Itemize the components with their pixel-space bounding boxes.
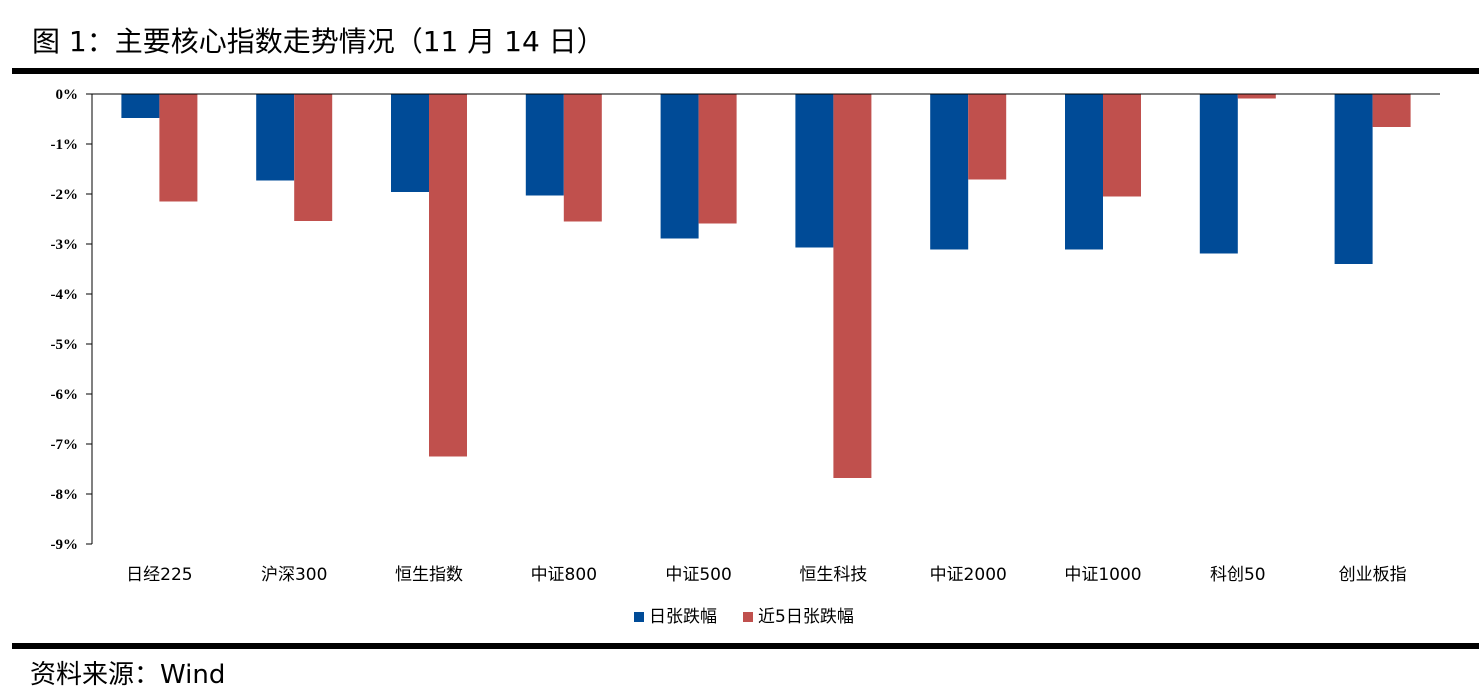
legend: 日张跌幅 近5日张跌幅 <box>634 607 854 627</box>
x-category-label: 恒生科技 <box>799 565 867 585</box>
bar-daily <box>1065 94 1103 250</box>
y-tick-label: -4% <box>51 287 79 303</box>
x-category-label: 中证800 <box>531 565 597 585</box>
figure-title: 图 1：主要核心指数走势情况（11 月 14 日） <box>32 25 605 58</box>
x-category-label: 中证2000 <box>930 565 1007 585</box>
y-tick-label: -2% <box>51 187 79 203</box>
bar-five-day <box>1372 94 1411 127</box>
x-category-label: 中证1000 <box>1064 565 1141 585</box>
bar-five-day <box>698 94 737 224</box>
x-category-label: 科创50 <box>1210 565 1266 585</box>
bar-five-day <box>429 94 467 457</box>
bar-daily <box>1334 94 1373 264</box>
y-tick-label: -1% <box>51 137 79 153</box>
y-tick-label: -7% <box>51 437 79 453</box>
x-category-label: 日经225 <box>126 565 192 585</box>
bar-daily <box>930 94 969 250</box>
bar-daily <box>660 94 699 239</box>
bar-five-day <box>1103 94 1141 197</box>
source-note: 资料来源：Wind <box>30 660 226 690</box>
bar-five-day <box>833 94 872 478</box>
y-tick-label: -3% <box>51 237 79 253</box>
y-tick-label: -9% <box>51 537 79 553</box>
legend-swatch <box>743 612 753 622</box>
legend-label: 近5日张跌幅 <box>758 607 854 627</box>
x-category-label: 沪深300 <box>261 565 327 585</box>
x-category-label: 中证500 <box>665 565 731 585</box>
bar-daily <box>256 94 295 181</box>
y-tick-label: -5% <box>51 337 79 353</box>
y-tick-label: -6% <box>51 387 79 403</box>
bottom-rule <box>12 643 1479 649</box>
bar-five-day <box>294 94 333 221</box>
bar-daily <box>1199 94 1238 254</box>
y-tick-label: 0% <box>56 87 79 103</box>
bar-daily <box>525 94 564 196</box>
bars-group <box>121 94 1411 478</box>
legend-label: 日张跌幅 <box>649 607 717 627</box>
bar-five-day <box>563 94 602 222</box>
top-rule <box>12 68 1479 74</box>
x-category-label: 创业板指 <box>1339 565 1407 585</box>
bar-daily <box>391 94 429 192</box>
bar-five-day <box>1237 94 1276 99</box>
bar-daily <box>795 94 834 248</box>
y-tick-label: -8% <box>51 487 79 503</box>
legend-swatch <box>634 612 644 622</box>
bar-daily <box>121 94 160 118</box>
bar-five-day <box>159 94 198 202</box>
axes-group <box>91 93 1440 544</box>
bar-five-day <box>968 94 1007 180</box>
x-categories-group: 日经225 沪深300 恒生指数 中证800 中证500 恒生科技 中证2000 中证1000… <box>126 565 1406 585</box>
y-ticks-group: 0% -1% -2% -3% -4% -5% -6% -7% -8% -9% <box>51 87 92 553</box>
x-category-label: 恒生指数 <box>395 565 463 585</box>
